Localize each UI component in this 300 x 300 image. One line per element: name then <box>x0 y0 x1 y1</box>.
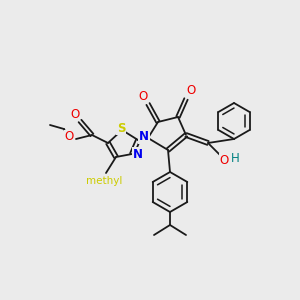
Text: O: O <box>64 130 74 143</box>
Text: methyl: methyl <box>86 176 122 186</box>
Text: O: O <box>186 85 196 98</box>
Text: O: O <box>138 89 148 103</box>
Text: N: N <box>133 148 143 160</box>
Text: H: H <box>231 152 239 166</box>
Text: N: N <box>139 130 149 143</box>
Text: S: S <box>117 122 125 134</box>
Text: O: O <box>219 154 229 166</box>
Text: O: O <box>70 107 80 121</box>
